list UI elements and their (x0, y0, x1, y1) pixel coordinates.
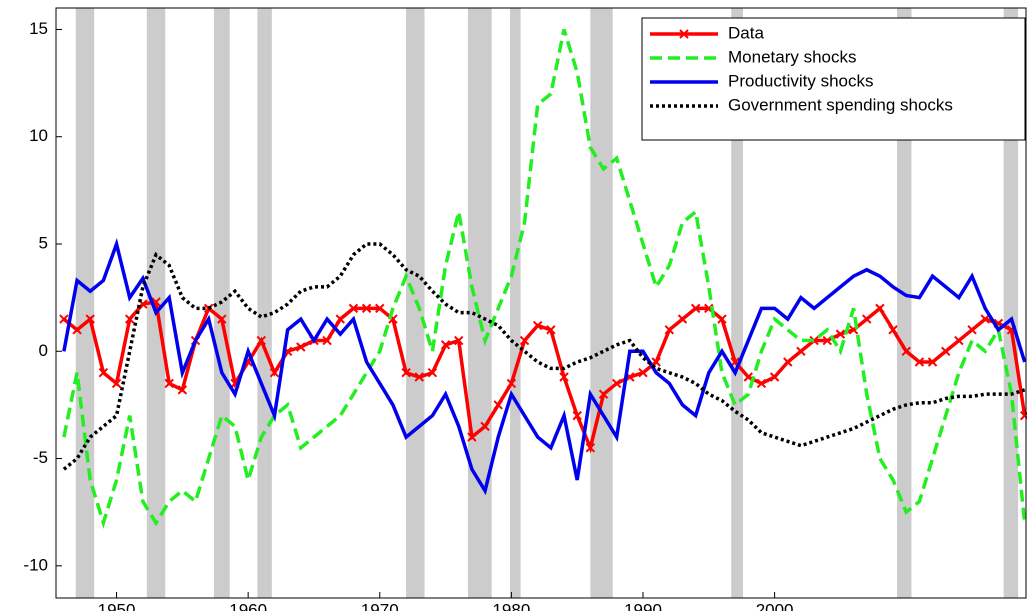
marker (546, 325, 556, 335)
marker (756, 378, 767, 389)
marker (401, 368, 411, 378)
marker (598, 389, 609, 399)
y-tick-label: 10 (29, 126, 48, 145)
x-tick-label: 1950 (98, 600, 136, 611)
y-tick-label: 15 (29, 19, 48, 38)
x-tick-label: 2000 (756, 600, 794, 611)
marker (559, 372, 569, 382)
marker (467, 432, 477, 442)
marker (1019, 410, 1027, 421)
shaded-period (897, 8, 912, 598)
marker (941, 346, 951, 356)
marker (217, 314, 227, 324)
series-line (62, 237, 1027, 496)
marker (256, 335, 267, 346)
marker (611, 378, 622, 389)
marker (59, 314, 69, 324)
marker (177, 385, 188, 395)
y-tick-label: -10 (23, 555, 48, 574)
marker (875, 303, 885, 314)
marker (375, 303, 385, 314)
marker (677, 314, 688, 324)
y-tick-label: -5 (33, 448, 48, 467)
legend-label: Data (728, 23, 764, 42)
shaded-period (75, 8, 95, 598)
legend-label: Government spending shocks (728, 95, 953, 114)
series-line (62, 299, 1027, 454)
marker (664, 325, 675, 335)
marker (72, 325, 82, 335)
legend-label: Monetary shocks (728, 47, 857, 66)
plot-frame (55, 7, 1027, 599)
marker (427, 368, 438, 378)
marker (519, 335, 530, 346)
shaded-period (731, 8, 744, 598)
legend-label: Productivity shocks (728, 71, 874, 90)
y-tick-label: 0 (39, 341, 48, 360)
marker (914, 357, 925, 367)
marker (888, 325, 898, 335)
marker (454, 335, 464, 346)
x-tick-label: 1980 (492, 600, 530, 611)
marker (690, 303, 701, 314)
marker (111, 378, 122, 389)
marker (335, 314, 345, 324)
marker (638, 368, 648, 378)
shaded-period (257, 8, 272, 598)
series-line (62, 28, 1027, 529)
marker (822, 335, 832, 346)
legend-box (641, 17, 1026, 141)
marker (440, 340, 451, 350)
x-tick-label: 1970 (361, 600, 399, 611)
marker (85, 314, 95, 324)
marker (98, 368, 109, 378)
marker (124, 314, 135, 324)
marker (927, 357, 938, 367)
marker (572, 410, 582, 421)
marker (296, 342, 306, 352)
marker (980, 314, 990, 324)
marker (585, 443, 596, 453)
marker (480, 421, 490, 432)
legend-marker (679, 29, 689, 39)
marker (269, 368, 280, 378)
marker (901, 346, 911, 356)
marker (809, 335, 819, 346)
legend: Data Monetary shocks Productivity shocks Go… (641, 17, 1026, 141)
marker (506, 378, 517, 389)
marker (862, 314, 872, 324)
marker (717, 314, 727, 324)
marker (322, 335, 332, 346)
marker (954, 335, 964, 346)
marker (361, 303, 372, 314)
x-tick-label: 1960 (229, 600, 267, 611)
x-tick-label: 1990 (624, 600, 662, 611)
marker (533, 320, 543, 331)
marker (769, 372, 780, 382)
marker (835, 329, 846, 339)
marker (967, 325, 977, 335)
marker (493, 400, 503, 410)
marker (796, 346, 806, 356)
shaded-period (510, 8, 521, 598)
marker (414, 372, 424, 382)
shaded-period (1003, 8, 1019, 598)
y-tick-label: 5 (39, 233, 48, 252)
marker (164, 378, 174, 389)
marker (348, 303, 359, 314)
marker (783, 357, 793, 367)
shaded-period (467, 8, 492, 598)
shaded-period (590, 8, 613, 598)
